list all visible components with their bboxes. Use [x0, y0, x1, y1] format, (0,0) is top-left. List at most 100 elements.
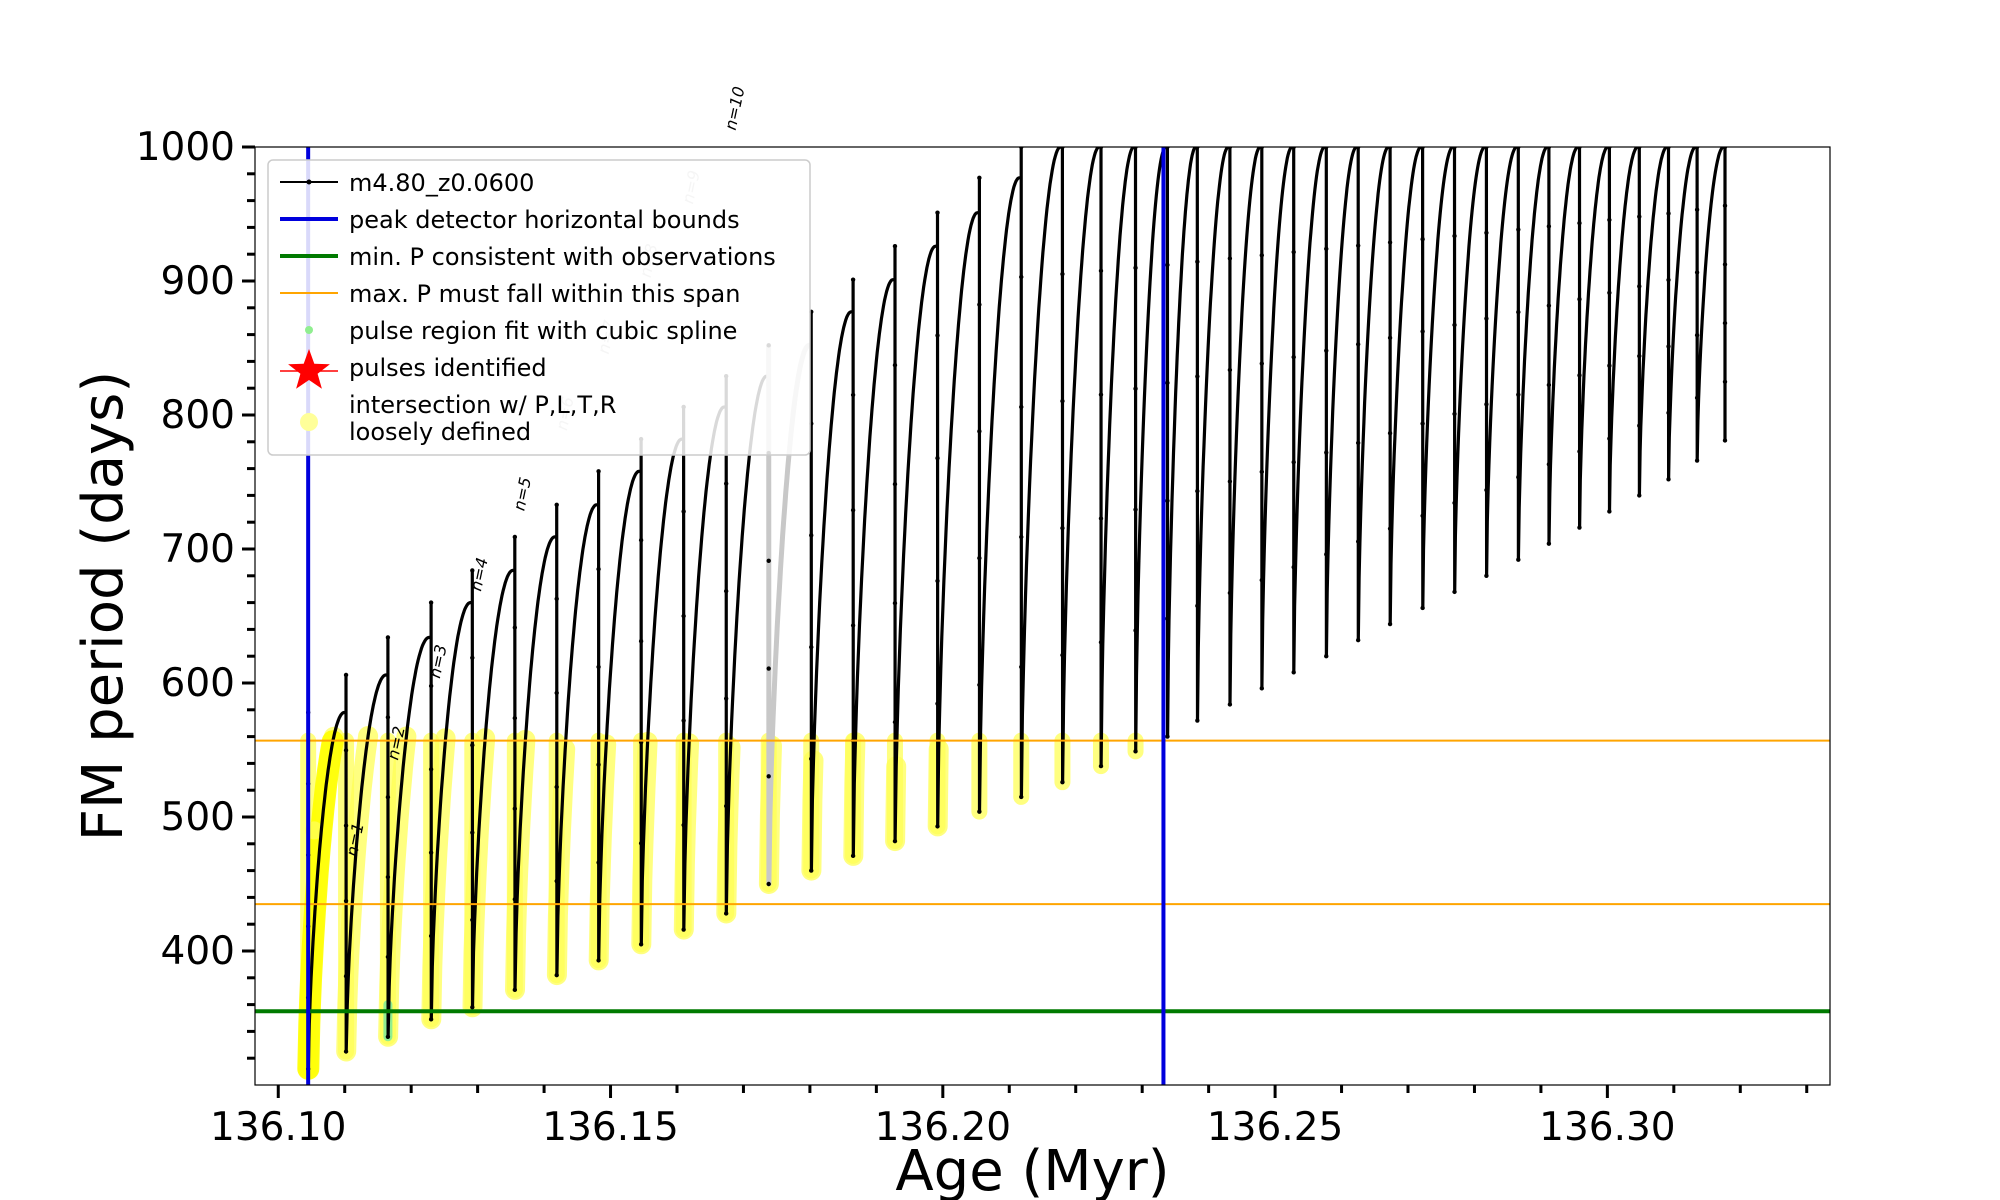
track-marker	[1324, 552, 1329, 557]
track-marker	[1484, 487, 1489, 493]
track-pulse-33	[1516, 147, 1550, 562]
track-marker	[1452, 500, 1457, 506]
track-marker	[1452, 322, 1457, 328]
track-marker	[1607, 290, 1612, 295]
track-marker	[554, 596, 559, 602]
track-marker	[638, 537, 644, 543]
track-marker	[1098, 640, 1104, 645]
track-marker	[1607, 509, 1612, 514]
track-marker	[1355, 440, 1361, 446]
track-marker	[1484, 230, 1489, 235]
legend-label: loosely defined	[349, 418, 531, 446]
track-marker	[596, 664, 601, 670]
track-marker	[1637, 353, 1642, 359]
track-marker	[596, 566, 601, 572]
track-marker	[1420, 329, 1425, 334]
track-marker	[1133, 265, 1138, 271]
track-marker	[343, 898, 349, 904]
track-marker	[977, 682, 982, 688]
track-marker	[935, 455, 940, 461]
track-marker	[1324, 348, 1329, 353]
legend-label: m4.80_z0.0600	[349, 169, 534, 197]
track-marker	[1666, 410, 1671, 416]
track-marker	[977, 809, 982, 814]
y-tick-label: 1000	[136, 125, 235, 170]
track-marker	[385, 715, 391, 720]
track-marker	[512, 897, 518, 902]
track-marker	[385, 954, 391, 960]
track-pulse-25	[1260, 147, 1295, 690]
track-marker	[1291, 459, 1296, 465]
track-marker	[1355, 539, 1361, 544]
track-marker	[385, 874, 391, 880]
track-marker	[723, 696, 729, 701]
track-marker	[681, 509, 686, 514]
track-marker	[1484, 573, 1489, 578]
track-marker	[1666, 477, 1671, 482]
track-marker	[428, 600, 434, 605]
track-marker	[1259, 469, 1265, 475]
track-marker	[766, 774, 771, 779]
track-pulse-23	[1195, 147, 1231, 723]
track-marker	[1452, 589, 1457, 595]
track-marker	[723, 911, 729, 916]
x-tick-label: 136.25	[1207, 1105, 1343, 1150]
track-pulse-14	[851, 278, 896, 858]
track-marker	[809, 756, 814, 762]
track-marker	[809, 868, 814, 873]
track-marker	[385, 1034, 391, 1039]
track-marker	[1694, 395, 1700, 401]
track-marker	[1516, 557, 1521, 562]
track-marker	[723, 481, 729, 486]
track-marker	[1355, 243, 1361, 248]
track-marker	[343, 1049, 349, 1054]
track-marker	[1607, 217, 1612, 223]
track-marker	[1060, 779, 1065, 785]
track-marker	[1387, 240, 1393, 245]
track-marker	[1516, 309, 1521, 315]
track-marker	[892, 481, 898, 487]
track-marker	[1133, 386, 1138, 391]
track-marker	[1722, 262, 1728, 267]
track-marker	[892, 719, 898, 725]
track-marker	[1195, 718, 1200, 723]
track-pulse-4	[429, 601, 473, 1021]
track-pulse-20	[1099, 147, 1137, 768]
track-marker	[1259, 577, 1265, 583]
track-marker	[1227, 256, 1233, 261]
track-marker	[1195, 603, 1200, 609]
axes-layer: 400 500 600 700 800 900 1000 136.10 136.15 136.20…	[136, 125, 1809, 1150]
track-marker	[1259, 361, 1265, 366]
track-marker	[512, 987, 518, 993]
x-tick-label: 136.10	[210, 1105, 346, 1150]
track-marker	[1324, 450, 1329, 455]
track-pulse-8	[597, 469, 642, 962]
track-marker	[892, 600, 898, 606]
track-pulse-1	[306, 710, 347, 1071]
track-marker	[470, 917, 475, 923]
track-marker	[1694, 270, 1700, 275]
track-marker	[1098, 763, 1104, 769]
track-marker	[1607, 436, 1612, 441]
legend-label: pulse region fit with cubic spline	[349, 317, 737, 345]
track-marker	[1387, 335, 1393, 341]
y-tick-label: 500	[161, 795, 235, 840]
track-marker	[470, 655, 475, 661]
track-marker	[1420, 513, 1425, 518]
track-marker	[428, 683, 434, 689]
track-marker	[850, 392, 856, 398]
track-pulse-6	[513, 535, 558, 992]
track-marker	[554, 784, 559, 790]
x-tick-label: 136.30	[1539, 1105, 1675, 1150]
track-marker	[1019, 664, 1024, 670]
track-marker	[1165, 498, 1170, 503]
track-marker	[1165, 380, 1170, 386]
track-marker	[470, 830, 475, 835]
track-marker	[1227, 479, 1233, 484]
track-marker	[1387, 526, 1393, 531]
track-marker	[1546, 541, 1552, 546]
track-marker	[596, 860, 601, 865]
track-marker	[1420, 605, 1425, 611]
track-marker	[1019, 274, 1024, 280]
